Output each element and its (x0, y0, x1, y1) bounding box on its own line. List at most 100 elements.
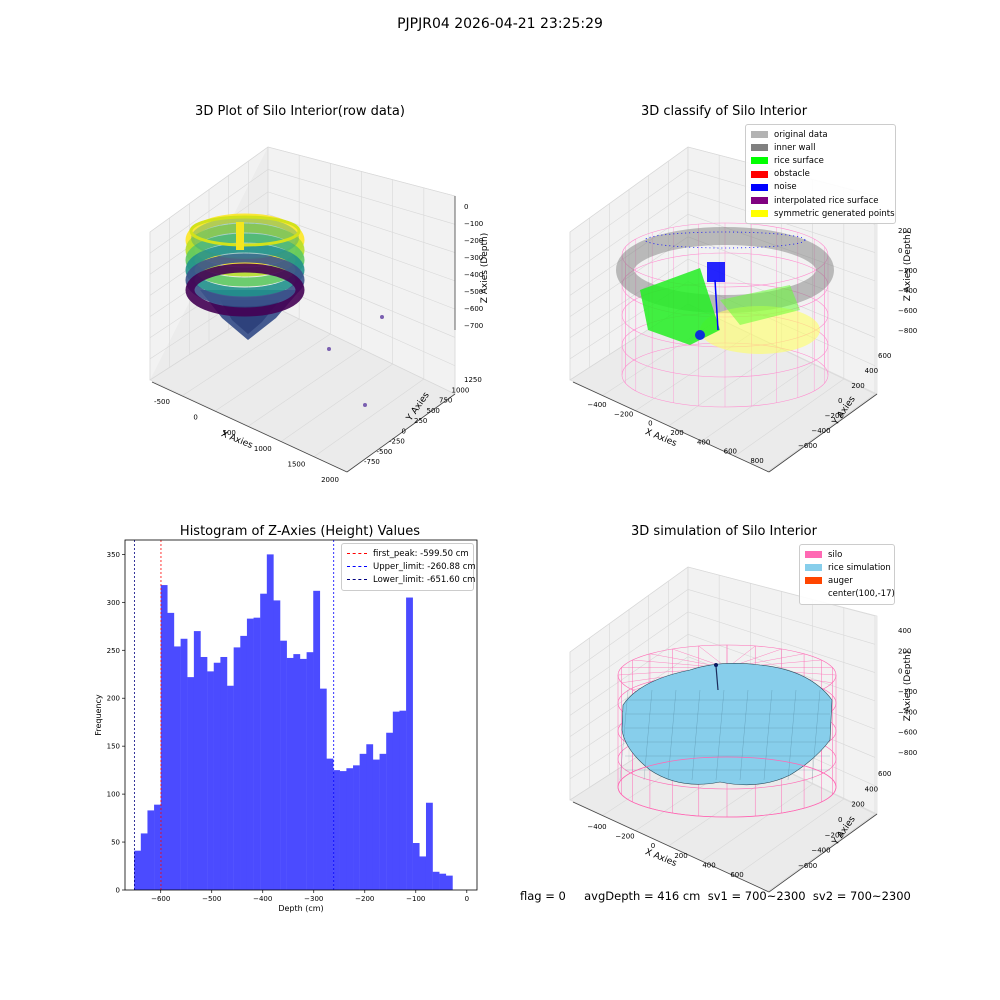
surface-mesh (787, 689, 797, 781)
legend-entry: auger (805, 574, 889, 587)
p1-xtick-label: 500 (223, 429, 236, 437)
rice-surface-right (720, 285, 800, 325)
p1-ztick-label: −200 (464, 237, 483, 245)
p2-xtick-label: 600 (724, 448, 737, 456)
p2-ytick-label: 400 (865, 367, 878, 375)
p2-ztick-label: −400 (898, 287, 917, 295)
legend-label: center(100,-17) (828, 589, 895, 600)
legend-label: noise (774, 182, 797, 193)
histogram-bar (445, 875, 453, 890)
legend-entry: original data (751, 128, 890, 141)
surface-mesh (667, 689, 677, 781)
legend-swatch (751, 131, 768, 139)
legend-entry: Upper_limit: -260.88 cm (347, 560, 476, 573)
p1-ztick-label: −500 (464, 288, 483, 296)
histogram-bar (379, 753, 387, 890)
grid-line (248, 348, 362, 427)
legend-entry: silo (805, 548, 889, 561)
legend-swatch (751, 183, 768, 191)
grid-line (766, 813, 876, 893)
p1-ztick-label: 0 (464, 203, 468, 211)
silo-bottom-ring (617, 756, 837, 818)
grid-line (281, 363, 393, 442)
grid-line (267, 303, 456, 395)
histogram-bar (134, 850, 142, 890)
grid-line (149, 169, 269, 254)
histogram-bar (280, 640, 287, 890)
p4-ytick-label: 400 (865, 785, 878, 793)
histogram-bar (425, 802, 433, 890)
x-tick-label: −300 (304, 895, 323, 903)
grid-line (569, 146, 689, 233)
histogram-bar (313, 590, 321, 890)
grid-line (701, 783, 813, 862)
grid-line (733, 378, 845, 457)
grid-line (569, 634, 689, 716)
grid-line (766, 393, 876, 473)
legend-entry: first_peak: -599.50 cm (347, 547, 469, 560)
legend-line-swatch (347, 579, 367, 581)
panel1-z-tick-labels: 0 −100 −200 −300 −400 −500 −600 −700 (464, 203, 483, 330)
p2-ytick-label: −200 (825, 412, 844, 420)
surface-mesh (643, 689, 653, 781)
x-tick-label: −100 (406, 895, 425, 903)
histogram-bar (187, 677, 195, 890)
grid-line (267, 169, 456, 225)
histogram-bar (193, 631, 201, 890)
figure-title: PJPJR04 2026-04-21 23:25:29 (397, 16, 603, 32)
histogram-bar (167, 612, 175, 890)
y-tick-label: 300 (107, 599, 120, 607)
legend-label: Lower_limit: -651.60 cm (373, 574, 476, 585)
histogram-x-ticks: −600 −500 −400 −300 −200 −100 0 (151, 890, 469, 903)
legend-label: silo (828, 549, 843, 560)
p1-xtick-label: 0 (193, 414, 197, 422)
p1-ytick-label: -500 (377, 448, 393, 456)
histogram-bar (386, 732, 394, 890)
grid-line (569, 169, 689, 254)
histogram-bar (207, 671, 214, 890)
panel4-axis-lines (572, 801, 878, 893)
histogram-bar (266, 554, 274, 890)
noise-streak (714, 279, 719, 331)
histogram-bar (140, 833, 148, 890)
histogram-bar (372, 759, 380, 890)
panel1-point-cloud (185, 213, 384, 407)
panel4-title: 3D simulation of Silo Interior (631, 524, 817, 539)
legend-swatch (805, 591, 822, 598)
p4-ztick-label: −800 (898, 749, 917, 757)
p4-ytick-label: 600 (878, 770, 891, 778)
histogram-bar (147, 810, 155, 890)
panel4-x-label: X Axies (643, 847, 678, 869)
auger (715, 665, 719, 691)
histogram-bar (319, 688, 327, 890)
legend-entry: Lower_limit: -651.60 cm (347, 573, 475, 586)
p1-ytick-label: 500 (427, 407, 440, 415)
p4-xtick-label: −200 (615, 833, 634, 841)
grid-line (701, 363, 813, 442)
legend-swatch (805, 564, 822, 572)
p4-ztick-label: −400 (898, 708, 917, 716)
p4-ytick-label: −200 (825, 831, 844, 839)
histogram-bar (160, 585, 168, 890)
histogram-bar (392, 711, 400, 890)
histogram-bar (326, 758, 334, 890)
y-tick-label: 350 (107, 551, 120, 559)
p1-ytick-label: 0 (402, 427, 406, 435)
legend-entry: rice surface (751, 154, 890, 167)
p1-ztick-label: −600 (464, 305, 483, 313)
grid-line (313, 378, 425, 457)
x-tick-label: 0 (465, 895, 469, 903)
surface-mesh (619, 689, 629, 781)
histogram-frame (124, 539, 478, 891)
grid-line (687, 566, 876, 617)
p4-ytick-label: 200 (851, 801, 864, 809)
legend-label: rice simulation (828, 562, 891, 573)
histogram-bar (359, 753, 367, 890)
p4-xtick-label: 200 (674, 852, 687, 860)
x-tick-label: −400 (253, 895, 272, 903)
legend-label: rice surface (774, 155, 824, 166)
grid-line (267, 191, 456, 253)
p4-ztick-label: −600 (898, 729, 917, 737)
